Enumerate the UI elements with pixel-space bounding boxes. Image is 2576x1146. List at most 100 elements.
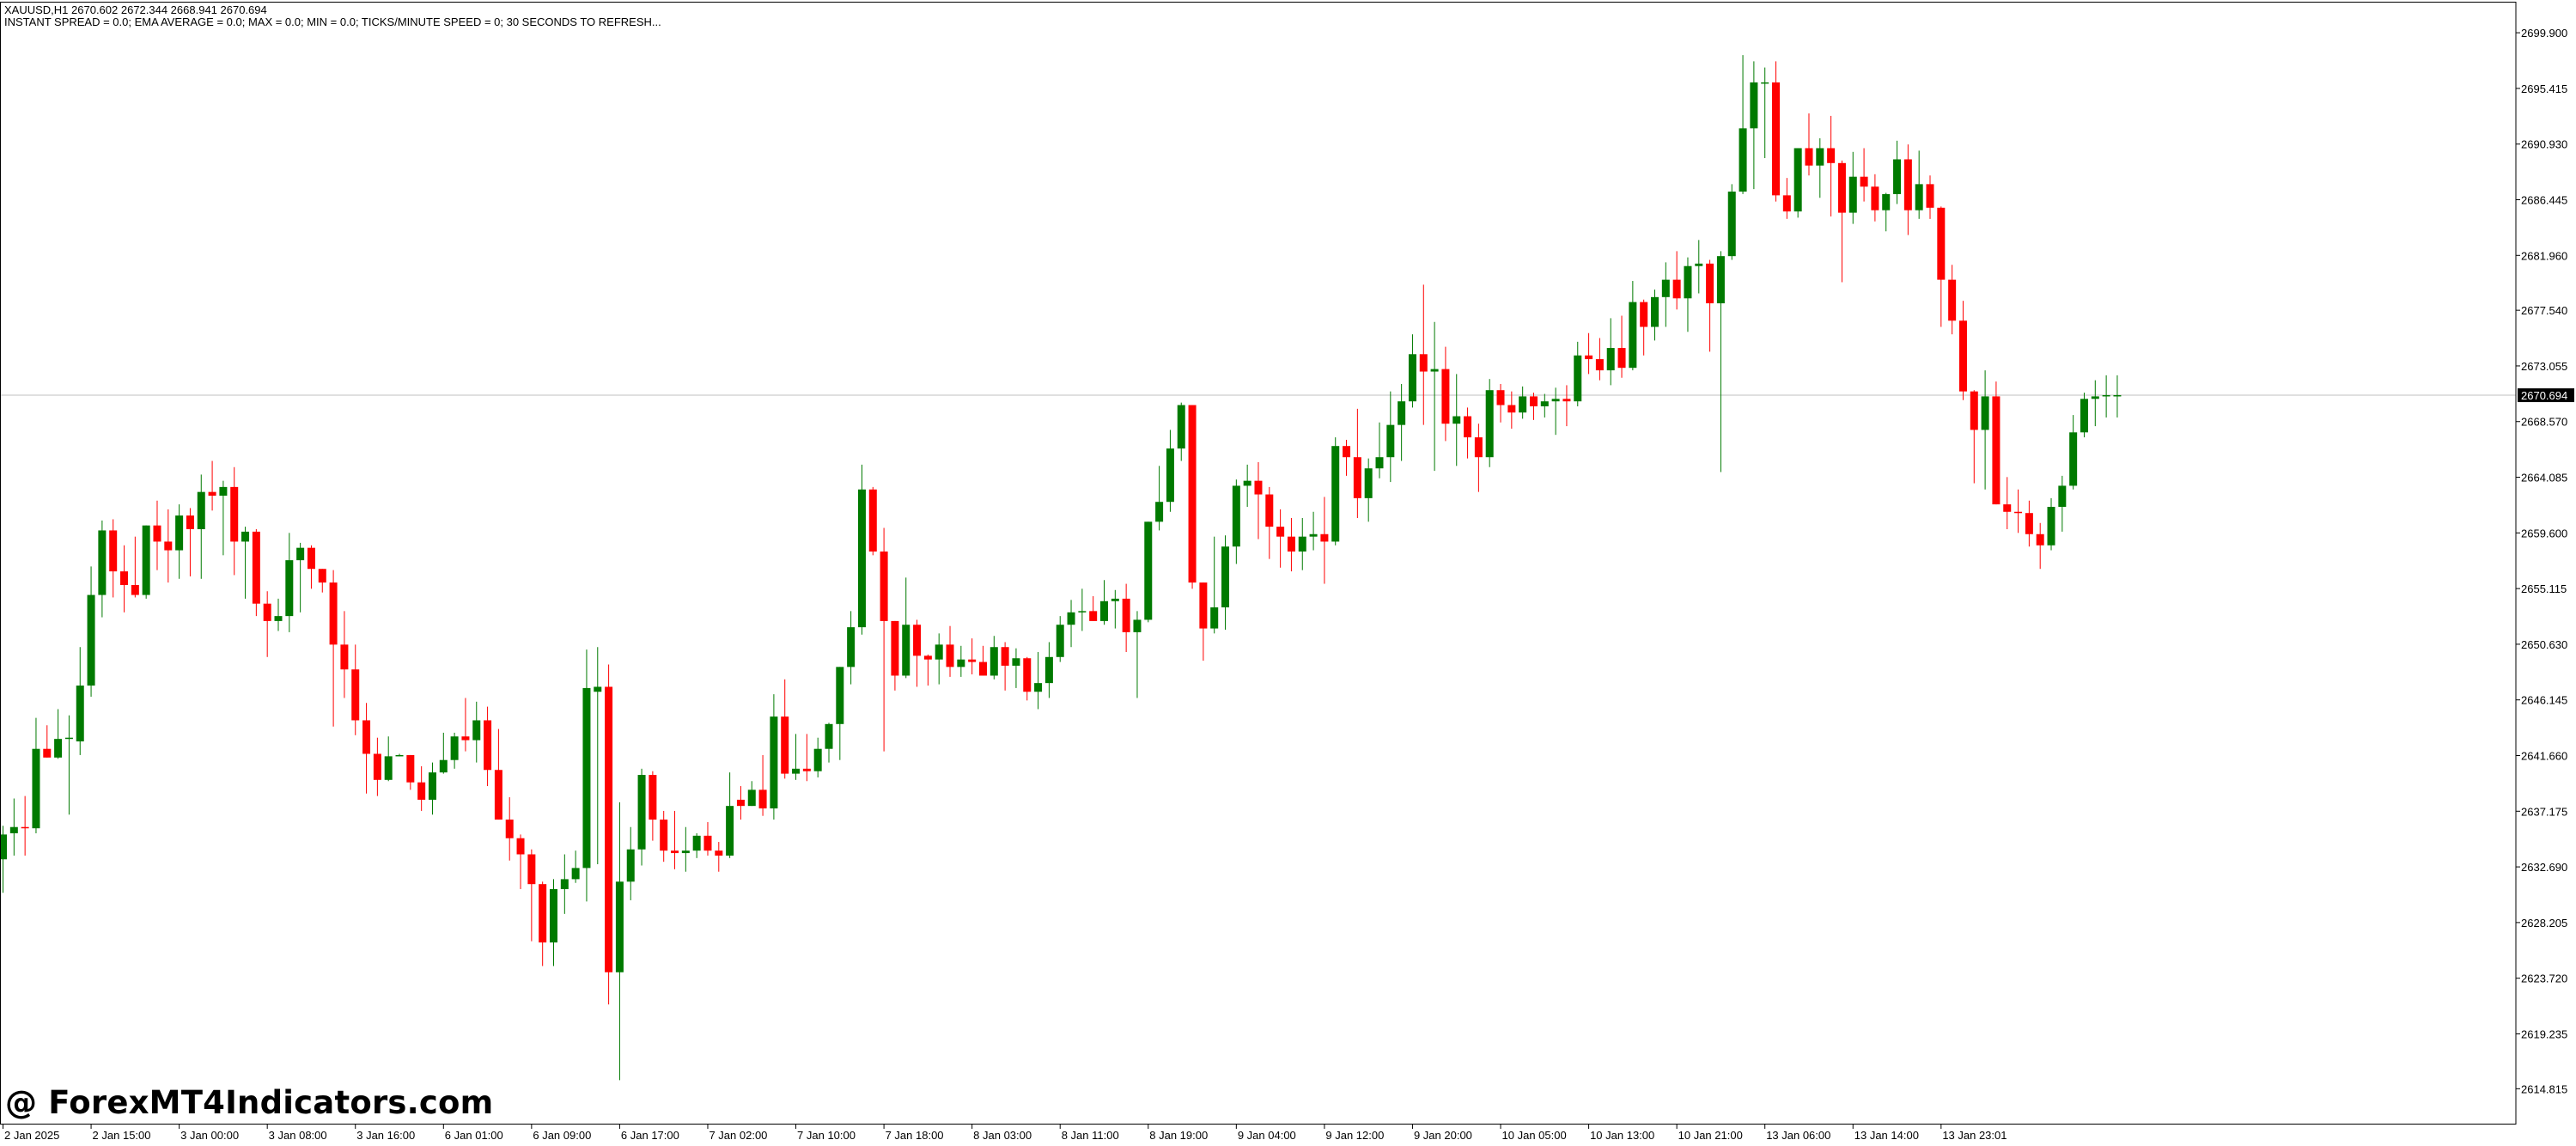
x-tick-label: 8 Jan 11:00 xyxy=(1062,1129,1119,1142)
candle xyxy=(1793,148,1802,218)
candle-body xyxy=(1661,279,1670,297)
candle xyxy=(671,810,679,869)
candle xyxy=(1320,497,1329,584)
x-tick-label: 6 Jan 09:00 xyxy=(533,1129,591,1142)
candle-body xyxy=(450,736,459,760)
candle xyxy=(1716,251,1725,472)
candle-body xyxy=(539,884,547,943)
candle xyxy=(285,533,294,632)
candle-body xyxy=(1727,192,1736,257)
candle-body xyxy=(726,806,734,856)
candle-body xyxy=(703,835,712,851)
candle-body xyxy=(736,799,745,807)
candle-body xyxy=(571,868,580,880)
candle-body xyxy=(1860,176,1868,187)
candle-body xyxy=(1684,265,1692,299)
candle-body xyxy=(2069,432,2078,486)
candle xyxy=(1695,240,1703,294)
x-tick-label: 3 Jan 16:00 xyxy=(356,1129,415,1142)
y-tick-label: 2673.055 xyxy=(2521,360,2567,373)
candle-body xyxy=(87,594,95,686)
candle xyxy=(1089,596,1098,621)
x-tick-label: 9 Jan 12:00 xyxy=(1325,1129,1384,1142)
current-price-label: 2670.694 xyxy=(2521,389,2567,402)
candle xyxy=(428,762,436,815)
candle-body xyxy=(781,716,789,774)
candle-body xyxy=(770,716,778,809)
candle-body xyxy=(384,756,393,780)
candle xyxy=(968,638,977,675)
candle-body xyxy=(406,754,415,783)
candle xyxy=(550,879,557,966)
candle xyxy=(2069,415,2078,490)
candle-body xyxy=(1595,359,1604,371)
candle xyxy=(1926,175,1934,219)
candle-body xyxy=(1166,448,1174,503)
candle-body xyxy=(197,491,205,529)
candle xyxy=(736,786,745,820)
candle xyxy=(615,802,624,1081)
candle xyxy=(913,619,922,687)
x-tick-label: 9 Jan 04:00 xyxy=(1238,1129,1296,1142)
candle xyxy=(1353,408,1361,518)
candle xyxy=(1860,148,1868,202)
candle-body xyxy=(186,515,194,529)
candle xyxy=(1331,437,1340,546)
candle xyxy=(461,698,470,752)
candle-body xyxy=(1265,494,1274,527)
candle xyxy=(186,508,194,576)
candle-body xyxy=(2102,394,2110,397)
candle-body xyxy=(626,849,635,882)
candle xyxy=(1419,284,1428,425)
candle-body xyxy=(1772,82,1781,196)
candle xyxy=(1485,379,1494,467)
candle xyxy=(1606,318,1615,386)
candle-body xyxy=(1111,598,1119,601)
candle xyxy=(747,781,756,807)
candle-body xyxy=(1540,401,1549,406)
candle-body xyxy=(2113,394,2122,397)
candle xyxy=(395,753,404,757)
candle xyxy=(946,625,954,677)
candle xyxy=(1287,517,1295,572)
candle-body xyxy=(868,489,877,552)
x-tick-label: 8 Jan 19:00 xyxy=(1149,1129,1208,1142)
candle-body xyxy=(1562,399,1571,402)
candle-body xyxy=(1651,296,1659,327)
candle xyxy=(1651,290,1659,341)
candle xyxy=(792,734,801,780)
candle-body xyxy=(362,720,371,754)
candle xyxy=(1761,67,1769,159)
candle xyxy=(1474,424,1483,492)
candle xyxy=(219,480,228,556)
candle-body xyxy=(1948,279,1957,321)
candle-body xyxy=(671,850,679,854)
candle-body xyxy=(1519,396,1527,413)
candle xyxy=(527,849,536,942)
candle-body xyxy=(142,525,150,595)
candle xyxy=(1937,206,1946,327)
candle-body xyxy=(978,661,987,676)
x-tick-label: 2 Jan 15:00 xyxy=(93,1129,151,1142)
candle-body xyxy=(21,826,29,829)
candle-body xyxy=(472,720,481,741)
candle-body xyxy=(219,486,228,496)
candle-body xyxy=(681,850,690,854)
y-tick-label: 2677.540 xyxy=(2521,304,2567,317)
y-tick-label: 2659.600 xyxy=(2521,527,2567,539)
candle-body xyxy=(1122,598,1130,632)
candle xyxy=(681,826,690,872)
candle-body xyxy=(1574,355,1582,402)
watermark-text: @ ForexMT4Indicators.com xyxy=(5,1084,494,1121)
y-tick-label: 2623.720 xyxy=(2521,972,2567,985)
candle-body xyxy=(1617,348,1626,369)
candle xyxy=(1221,535,1230,631)
candle xyxy=(1837,160,1846,283)
candle xyxy=(1111,589,1119,629)
candle-body xyxy=(43,748,52,758)
candle xyxy=(1265,486,1274,559)
candle xyxy=(1529,393,1538,420)
candle-body xyxy=(1221,546,1230,608)
candle xyxy=(1970,390,1978,484)
